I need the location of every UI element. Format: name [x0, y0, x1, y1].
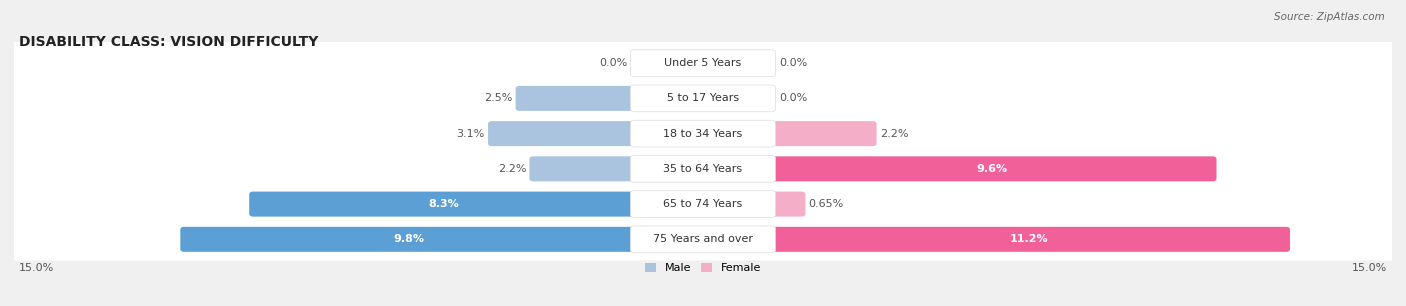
Text: 75 Years and over: 75 Years and over	[652, 234, 754, 244]
Text: 0.65%: 0.65%	[808, 199, 844, 209]
Text: 2.5%: 2.5%	[484, 93, 512, 103]
FancyBboxPatch shape	[630, 50, 776, 76]
FancyBboxPatch shape	[768, 192, 806, 217]
Text: Source: ZipAtlas.com: Source: ZipAtlas.com	[1274, 12, 1385, 22]
Text: 15.0%: 15.0%	[18, 263, 53, 273]
FancyBboxPatch shape	[768, 121, 876, 146]
Text: 0.0%: 0.0%	[779, 93, 807, 103]
FancyBboxPatch shape	[249, 192, 638, 217]
Text: 35 to 64 Years: 35 to 64 Years	[664, 164, 742, 174]
Text: 11.2%: 11.2%	[1010, 234, 1049, 244]
Text: 2.2%: 2.2%	[498, 164, 526, 174]
FancyBboxPatch shape	[180, 227, 638, 252]
Text: 15.0%: 15.0%	[1353, 263, 1388, 273]
FancyBboxPatch shape	[488, 121, 638, 146]
FancyBboxPatch shape	[768, 227, 1289, 252]
FancyBboxPatch shape	[4, 183, 1402, 225]
FancyBboxPatch shape	[630, 120, 776, 147]
Text: 18 to 34 Years: 18 to 34 Years	[664, 129, 742, 139]
FancyBboxPatch shape	[630, 226, 776, 253]
FancyBboxPatch shape	[4, 148, 1402, 190]
FancyBboxPatch shape	[630, 155, 776, 182]
FancyBboxPatch shape	[4, 42, 1402, 84]
Text: 65 to 74 Years: 65 to 74 Years	[664, 199, 742, 209]
Text: 3.1%: 3.1%	[457, 129, 485, 139]
Text: 9.6%: 9.6%	[977, 164, 1008, 174]
FancyBboxPatch shape	[4, 113, 1402, 155]
Text: 0.0%: 0.0%	[599, 58, 627, 68]
Text: 9.8%: 9.8%	[394, 234, 425, 244]
Text: 8.3%: 8.3%	[427, 199, 458, 209]
Text: Under 5 Years: Under 5 Years	[665, 58, 741, 68]
Text: 2.2%: 2.2%	[880, 129, 908, 139]
FancyBboxPatch shape	[630, 85, 776, 112]
FancyBboxPatch shape	[530, 156, 638, 181]
FancyBboxPatch shape	[768, 156, 1216, 181]
FancyBboxPatch shape	[4, 77, 1402, 120]
Legend: Male, Female: Male, Female	[641, 258, 765, 278]
FancyBboxPatch shape	[630, 191, 776, 218]
Text: DISABILITY CLASS: VISION DIFFICULTY: DISABILITY CLASS: VISION DIFFICULTY	[18, 35, 318, 49]
Text: 5 to 17 Years: 5 to 17 Years	[666, 93, 740, 103]
FancyBboxPatch shape	[4, 218, 1402, 260]
FancyBboxPatch shape	[516, 86, 638, 111]
Text: 0.0%: 0.0%	[779, 58, 807, 68]
